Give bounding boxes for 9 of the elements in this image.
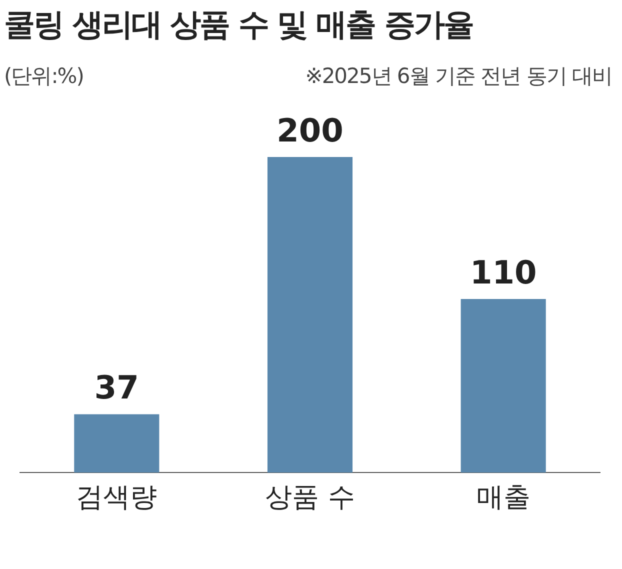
chart-title: 쿨링 생리대 상품 수 및 매출 증가율 <box>4 6 473 45</box>
x-tick-label: 검색량 <box>76 482 158 513</box>
data-label: 110 <box>470 253 537 292</box>
data-label: 200 <box>276 111 344 150</box>
x-tick-label: 상품 수 <box>265 482 355 513</box>
x-tick-label: 매출 <box>476 482 530 513</box>
chart-subtitle: (단위:%) <box>4 63 84 90</box>
text: ※2025년 6월 기준 전년 동기 대비 <box>305 63 612 90</box>
data-label: 37 <box>94 368 139 407</box>
